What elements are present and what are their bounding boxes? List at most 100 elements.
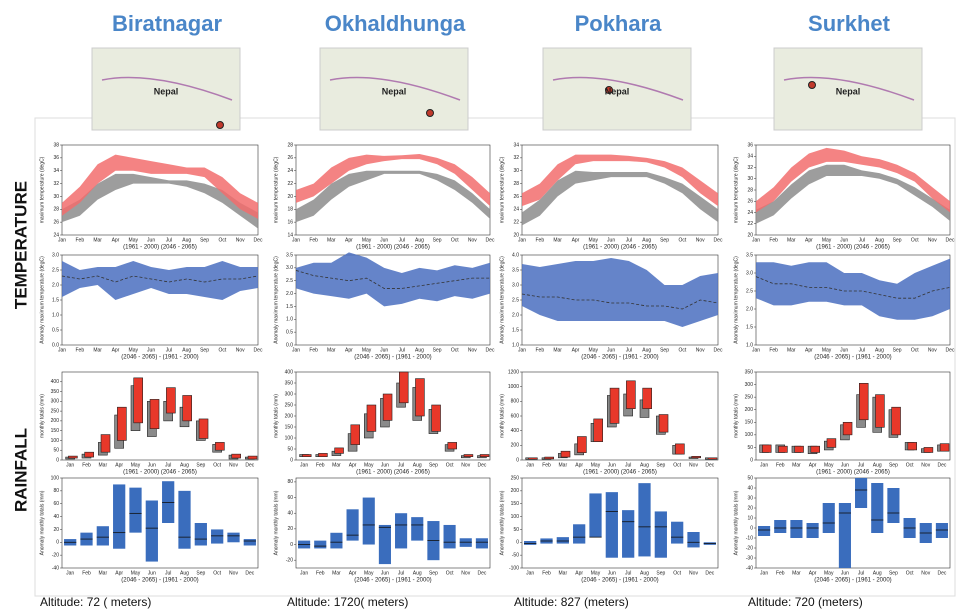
x-tick-label: Oct xyxy=(451,237,459,243)
x-tick-label: Jun xyxy=(608,570,616,576)
mean-line xyxy=(61,275,259,283)
x-tick-label: Jun xyxy=(840,237,848,243)
range-bar xyxy=(149,399,160,430)
box xyxy=(855,478,868,508)
x-tick-label: Jan xyxy=(66,570,74,576)
x-tick-label: Dec xyxy=(705,462,714,468)
box xyxy=(524,541,537,545)
map-border xyxy=(329,76,461,101)
x-tick-label: Oct xyxy=(906,462,914,468)
x-tick-label: Jun xyxy=(148,570,156,576)
box xyxy=(838,503,851,568)
box xyxy=(96,526,109,546)
range-bar xyxy=(794,445,804,453)
x-tick-label: Dec xyxy=(486,237,495,243)
x-tick-label: Apr xyxy=(805,237,813,243)
y-tick-label: 30 xyxy=(53,194,59,200)
x-tick-label: Apr xyxy=(572,347,580,353)
y-tick-label: 1.5 xyxy=(512,327,519,333)
x-tick-label: Feb xyxy=(76,347,85,353)
y-tick-label: 2.5 xyxy=(286,278,293,284)
x-tick-label: Feb xyxy=(82,570,91,576)
y-tick-label: 150 xyxy=(745,420,754,426)
range-bar xyxy=(842,421,853,436)
plot-area xyxy=(61,477,259,569)
station-title: Pokhara xyxy=(575,11,663,36)
box xyxy=(211,529,224,544)
x-tick-label: Dec xyxy=(245,570,254,576)
y-tick-label: 0 xyxy=(516,457,519,463)
x-tick-label: Feb xyxy=(542,570,551,576)
y-tick-label: 28 xyxy=(747,187,753,193)
station-marker xyxy=(808,81,816,89)
x-tick-label: Aug xyxy=(413,570,422,576)
y-tick-label: 3.0 xyxy=(512,282,519,288)
band xyxy=(756,164,950,224)
box xyxy=(871,483,884,533)
range-bar xyxy=(318,453,328,457)
box xyxy=(822,503,835,533)
x-tick-label: Jun xyxy=(148,462,156,468)
range-bar xyxy=(810,445,820,453)
box xyxy=(113,484,126,549)
x-tick-label: Oct xyxy=(911,347,919,353)
altitude: Altitude: 720 (meters) xyxy=(748,595,863,609)
x-tick-label: Oct xyxy=(911,237,919,243)
x-tick-label: Nov xyxy=(461,462,470,468)
altitude: Altitude: 72 ( meters) xyxy=(40,595,151,609)
x-tick-label: Sep xyxy=(433,347,442,353)
x-tick-label: May xyxy=(131,462,141,468)
x-tick-label: May xyxy=(589,347,599,353)
y-tick-label: 60 xyxy=(287,495,293,501)
y-tick-label: 26 xyxy=(53,219,59,225)
y-tick-label: 30 xyxy=(513,168,519,174)
x-tick-label: Jun xyxy=(381,570,389,576)
x-tick-label: Sep xyxy=(200,347,209,353)
y-tick-label: 3.0 xyxy=(52,252,59,258)
x-axis-label: (2046 - 2065) - (1961 - 2000) xyxy=(121,578,198,584)
y-tick-label: 24 xyxy=(513,207,519,213)
x-tick-label: Dec xyxy=(477,462,486,468)
y-tick-label: 50 xyxy=(53,448,59,454)
x-axis-label: (2046 - 2065) - (1961 - 2000) xyxy=(814,355,891,361)
box xyxy=(774,520,787,533)
map-border xyxy=(552,76,684,101)
x-tick-label: Jul xyxy=(399,237,405,243)
x-tick-label: Jul xyxy=(166,347,172,353)
x-tick-label: Jan xyxy=(526,462,534,468)
x-tick-label: Apr xyxy=(345,347,353,353)
y-axis-label: Anomaly monthly totals (mm) xyxy=(499,490,505,555)
y-tick-label: 22 xyxy=(287,181,293,187)
box xyxy=(638,483,651,557)
y-axis-label: monthly totals (mm) xyxy=(733,394,739,438)
y-tick-label: 350 xyxy=(51,389,60,395)
range-bar xyxy=(593,418,603,442)
y-tick-label: 600 xyxy=(511,413,520,419)
y-tick-label: 100 xyxy=(51,475,60,481)
x-tick-label: Mar xyxy=(792,462,801,468)
range-bar xyxy=(133,377,143,424)
x-tick-label: Sep xyxy=(889,462,898,468)
x-tick-label: Sep xyxy=(196,570,205,576)
box xyxy=(887,488,900,523)
x-tick-label: Nov xyxy=(236,347,245,353)
x-tick-label: Jun xyxy=(608,462,616,468)
y-tick-label: 1.0 xyxy=(512,342,519,348)
x-tick-label: Jul xyxy=(625,462,631,468)
box xyxy=(362,497,375,545)
y-tick-label: 32 xyxy=(513,155,519,161)
y-tick-label: 22 xyxy=(513,219,519,225)
y-tick-label: -40 xyxy=(746,565,753,571)
x-tick-label: Jun xyxy=(147,237,155,243)
x-tick-label: Feb xyxy=(309,347,318,353)
range-bar xyxy=(528,457,538,460)
x-tick-label: Dec xyxy=(477,570,486,576)
x-tick-label: Sep xyxy=(889,570,898,576)
y-axis-label: Anomaly maximum temperature (degC) xyxy=(733,256,739,344)
x-tick-label: Oct xyxy=(446,570,454,576)
y-tick-label: 200 xyxy=(511,443,520,449)
range-bar xyxy=(100,434,111,453)
band xyxy=(756,147,950,213)
x-tick-label: Jul xyxy=(398,570,404,576)
y-tick-label: 0 xyxy=(750,457,753,463)
